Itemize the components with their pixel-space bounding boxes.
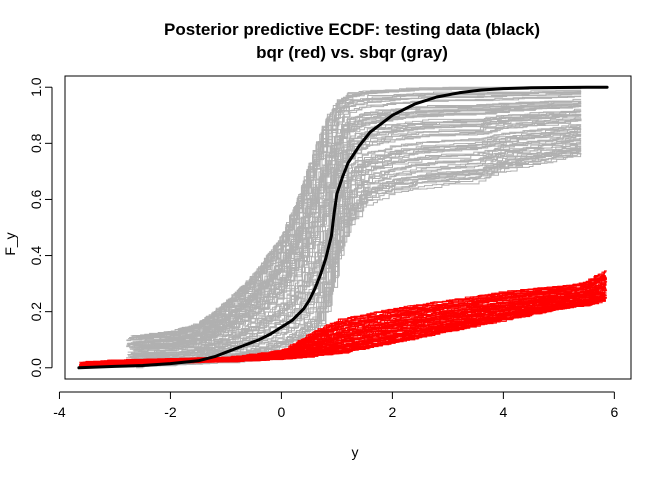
x-tick-label: -4 — [53, 404, 66, 420]
sbqr-draw-line — [135, 147, 582, 366]
sbqr-draw-line — [134, 103, 582, 344]
y-axis-title: F_y — [2, 232, 18, 255]
y-tick-label: 0.0 — [28, 358, 44, 378]
sbqr-draw-line — [128, 91, 582, 340]
x-axis-title: y — [352, 444, 359, 460]
sbqr-draw-line — [133, 133, 582, 358]
sbqr-draw-line — [129, 114, 582, 350]
x-tick-label: 4 — [499, 404, 507, 420]
x-tick-label: 6 — [610, 404, 618, 420]
sbqr-draw-line — [136, 92, 582, 339]
y-axis: 0.0 0.2 0.4 0.6 0.8 1.0 — [28, 77, 53, 378]
sbqr-draw-line — [136, 111, 582, 349]
sbqr-draw-line — [126, 131, 582, 359]
sbqr-draw-line — [126, 96, 582, 341]
sbqr-draw-line — [136, 154, 582, 369]
bqr-draw-line — [82, 275, 606, 365]
x-tick-label: 2 — [388, 404, 396, 420]
y-tick-label: 0.6 — [28, 189, 44, 209]
x-axis: -4 -2 0 2 4 6 — [53, 391, 618, 420]
sbqr-draw-line — [139, 131, 582, 356]
bqr-draw-line — [82, 270, 607, 363]
testing-data-line — [77, 85, 609, 370]
sbqr-draw-line — [132, 101, 582, 344]
chart-title-line2: bqr (red) vs. sbqr (gray) — [256, 43, 448, 62]
y-tick-label: 0.8 — [28, 133, 44, 153]
plot-frame — [64, 75, 632, 380]
y-tick-label: 0.2 — [28, 302, 44, 322]
sbqr-draw-line — [139, 140, 582, 360]
sbqr-draw-line — [131, 143, 582, 363]
y-tick-label: 1.0 — [28, 77, 44, 97]
sbqr-draw-line — [138, 119, 582, 352]
sbqr-draw-line — [139, 87, 582, 336]
chart-title-line1: Posterior predictive ECDF: testing data … — [164, 20, 540, 39]
sbqr-draw-line — [127, 128, 582, 355]
y-tick-label: 0.4 — [28, 246, 44, 266]
x-tick-label: 0 — [278, 404, 286, 420]
sbqr-draw-line — [133, 138, 582, 360]
series-layer — [77, 85, 609, 370]
x-tick-label: -2 — [164, 404, 177, 420]
